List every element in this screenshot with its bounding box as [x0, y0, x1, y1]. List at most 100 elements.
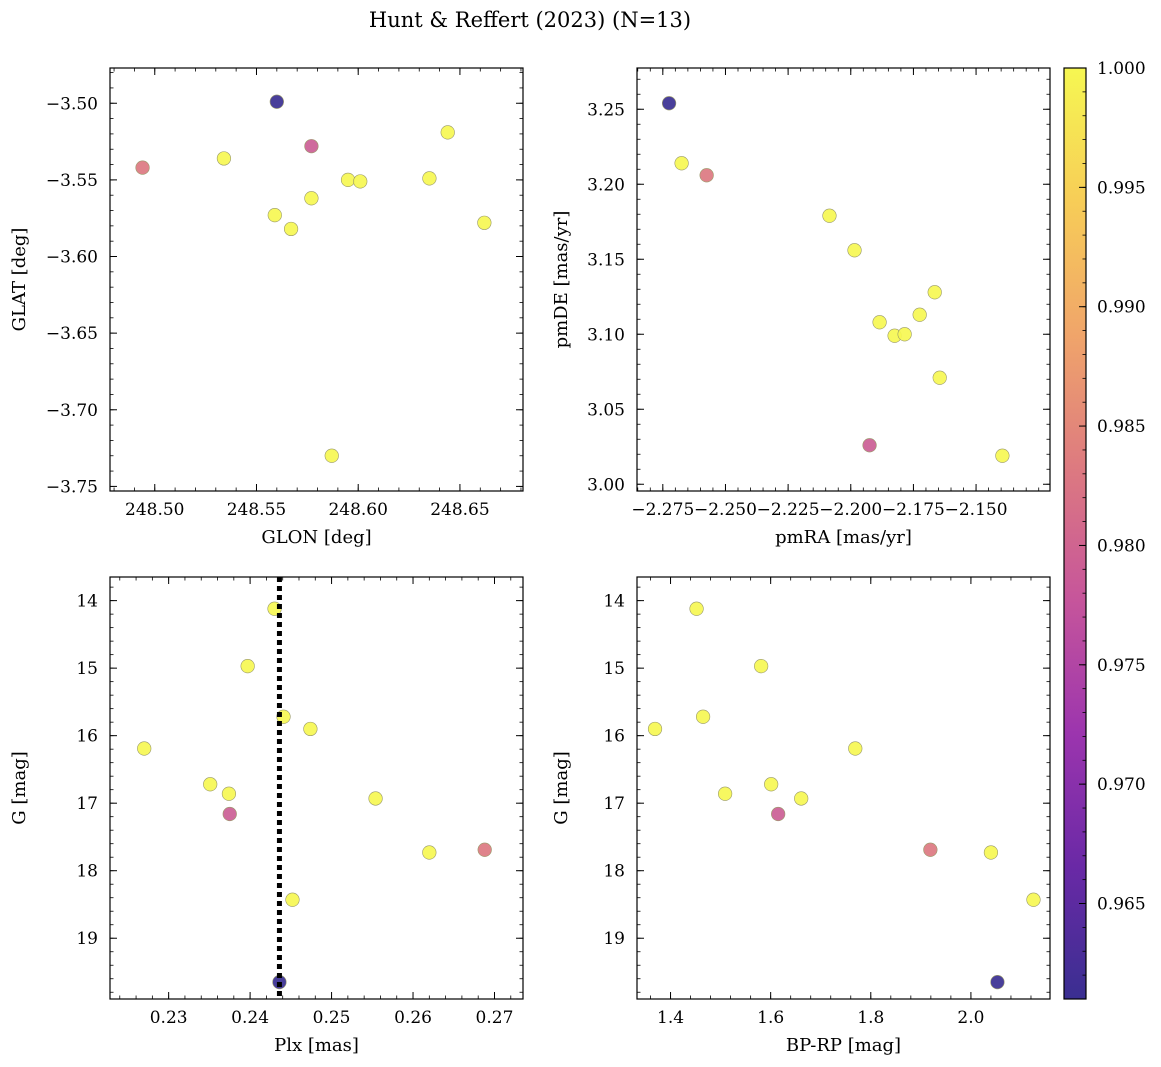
data-point	[422, 171, 437, 186]
data-point	[324, 448, 339, 463]
data-point	[794, 791, 809, 806]
data-point	[285, 892, 300, 907]
panel-plx-g: 0.23 0.24 0.25 0.26 0.27 14 15 16 17 18 19 Plx [mas…	[9, 576, 524, 1056]
x-tick-label: −2.175	[882, 500, 945, 520]
y-tick-label: 15	[76, 659, 98, 679]
y-tick-label: −3.65	[46, 324, 98, 344]
data-point	[674, 156, 689, 171]
data-point	[897, 327, 912, 342]
y-tick-label: 3.20	[587, 175, 625, 195]
panels: 248.50 248.55 248.60 248.65 −3.50 −3.55 −3.60 −…	[9, 67, 1051, 1056]
colorbar-tick-label: 1.000	[1097, 59, 1146, 79]
data-point	[221, 786, 237, 801]
data-point	[340, 172, 356, 187]
data-point	[477, 842, 492, 857]
y-tick-label: 3.00	[587, 475, 625, 495]
data-point	[912, 307, 927, 322]
x-tick-label: −2.150	[945, 500, 1008, 520]
axes-frame	[636, 67, 1051, 492]
x-tick-label: 0.25	[313, 1008, 351, 1028]
y-tick-label: 14	[603, 592, 625, 612]
data-point	[222, 806, 237, 822]
colorbar-tick-label: 0.970	[1097, 775, 1146, 795]
colorbar-tick-label: 0.980	[1097, 536, 1146, 556]
y-tick-label: −3.70	[46, 401, 98, 421]
data-point	[932, 370, 947, 385]
y-tick-label: 18	[76, 862, 98, 882]
x-tick-label: 0.24	[231, 1008, 269, 1028]
y-tick-label: 19	[76, 929, 98, 949]
x-tick-label: 0.26	[394, 1008, 432, 1028]
panel-bprp-g: 1.4 1.6 1.8 2.0 14 15 16 17 18 19 BP-RP [mag] G [ma…	[551, 576, 1051, 1056]
data-point	[848, 741, 863, 756]
data-point	[995, 448, 1010, 463]
data-point	[304, 191, 319, 206]
colorbar-gradient	[1063, 67, 1087, 1000]
y-tick-label: −3.50	[46, 94, 98, 114]
x-tick-label: 1.8	[857, 1008, 884, 1028]
data-point	[422, 845, 437, 860]
colorbar-tick-label: 0.985	[1097, 417, 1146, 437]
data-point	[137, 741, 152, 756]
data-point	[304, 139, 319, 154]
x-tick-label: 0.27	[476, 1008, 514, 1028]
y-axis-label: G [mag]	[551, 751, 572, 824]
colorbar-tick-label: 0.995	[1097, 178, 1146, 198]
x-axis-label: BP-RP [mag]	[786, 1035, 901, 1056]
data-point	[203, 777, 218, 792]
data-point	[718, 786, 733, 801]
data-point	[1026, 892, 1041, 907]
axes-frame	[109, 576, 524, 1000]
axes-frame	[636, 576, 1051, 1000]
y-axis-label: G [mag]	[9, 751, 30, 824]
data-point	[689, 601, 704, 616]
data-point	[353, 174, 368, 189]
data-point	[822, 208, 837, 223]
data-point	[764, 777, 779, 792]
y-tick-label: 3.25	[587, 100, 625, 120]
y-axis-label: GLAT [deg]	[9, 228, 30, 332]
data-point	[216, 151, 232, 166]
data-point	[699, 168, 714, 183]
axes-frame	[109, 67, 524, 492]
panel-glon-glat: 248.50 248.55 248.60 248.65 −3.50 −3.55 −3.60 −…	[9, 67, 524, 548]
data-point	[872, 315, 887, 330]
x-tick-label: −2.200	[819, 500, 882, 520]
y-tick-label: −3.60	[46, 248, 98, 268]
data-point	[847, 243, 862, 258]
y-tick-label: −3.75	[46, 477, 98, 497]
y-tick-label: 16	[603, 727, 625, 747]
x-tick-label: 1.6	[757, 1008, 784, 1028]
x-tick-label: 248.65	[430, 500, 489, 520]
y-tick-label: 3.15	[587, 250, 625, 270]
y-tick-label: −3.55	[46, 171, 98, 191]
data-point	[368, 791, 383, 806]
data-point	[240, 659, 255, 674]
x-tick-label: 248.55	[227, 500, 286, 520]
x-tick-label: 2.0	[957, 1008, 984, 1028]
x-axis-label: pmRA [mas/yr]	[775, 527, 912, 548]
y-tick-label: 16	[76, 727, 98, 747]
y-tick-label: 14	[76, 592, 98, 612]
colorbar-tick-label: 0.965	[1097, 895, 1146, 915]
y-tick-label: 17	[603, 794, 625, 814]
data-point	[661, 96, 677, 111]
x-tick-label: 1.4	[657, 1008, 684, 1028]
x-axis-label: GLON [deg]	[261, 527, 371, 548]
x-tick-label: −2.225	[757, 500, 820, 520]
data-point	[771, 806, 786, 822]
data-point	[267, 208, 282, 223]
figure-title: Hunt & Reffert (2023) (N=13)	[369, 8, 691, 32]
colorbar-tick-label: 0.975	[1097, 656, 1146, 676]
colorbar: 0.965 0.970 0.975 0.980 0.985 0.990 0.995 1.000	[1063, 59, 1146, 1000]
x-tick-label: 0.23	[150, 1008, 188, 1028]
x-tick-label: 248.60	[328, 500, 387, 520]
data-point	[923, 842, 938, 857]
colorbar-tick-label: 0.990	[1097, 298, 1146, 318]
data-point	[927, 285, 942, 300]
data-point	[135, 160, 150, 175]
data-point	[862, 438, 877, 453]
data-point	[647, 721, 663, 737]
y-axis-label: pmDE [mas/yr]	[551, 211, 572, 349]
y-tick-label: 19	[603, 929, 625, 949]
